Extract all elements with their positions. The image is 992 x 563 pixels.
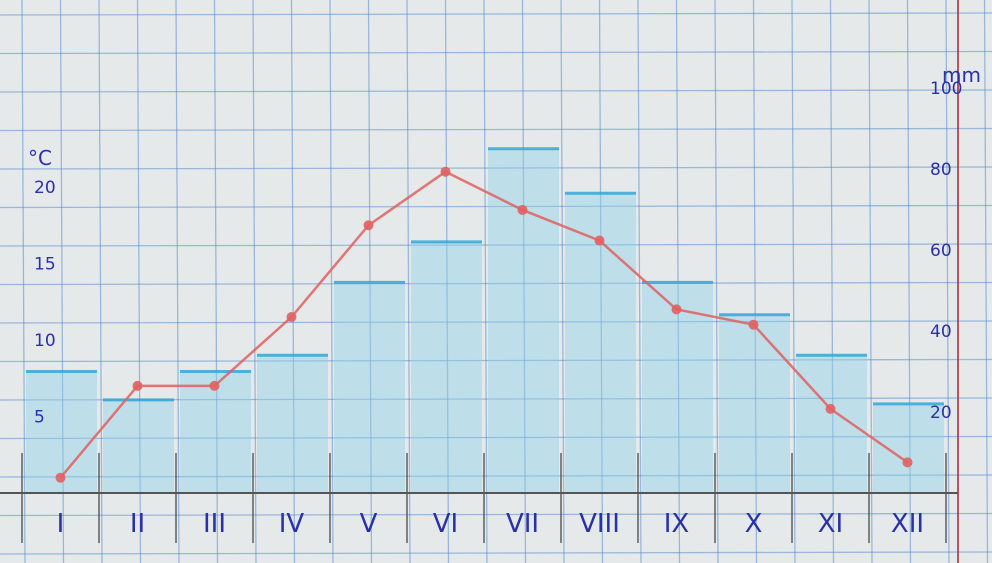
grid-line-horizontal (0, 474, 992, 478)
grid-line-horizontal (0, 89, 992, 93)
grid-line-horizontal (0, 281, 992, 286)
month-label: I (57, 509, 65, 539)
grid-line-vertical (714, 0, 719, 563)
month-label: VI (433, 509, 458, 539)
temperature-point (209, 380, 220, 391)
grid-line-horizontal (0, 435, 992, 440)
grid-line-vertical (175, 0, 180, 563)
right-axis-tick-label: 20 (930, 403, 952, 423)
right-axis-tick-label: 80 (930, 160, 952, 180)
grid-line-vertical (406, 0, 411, 563)
precipitation-bar (642, 282, 713, 493)
left-axis-tick-label: 20 (34, 178, 56, 198)
grid-line-vertical (59, 0, 65, 563)
grid-line-vertical (637, 0, 642, 563)
grid-line-horizontal (0, 166, 992, 170)
grid-line-vertical (136, 0, 142, 563)
grid-line-horizontal (0, 512, 992, 517)
grid-line-vertical (945, 0, 950, 563)
month-label: IX (664, 509, 689, 539)
left-axis-tick-label: 10 (34, 331, 56, 351)
right-axis-tick-label: 40 (930, 322, 952, 342)
temperature-point (748, 319, 759, 330)
grid-line-vertical (983, 0, 989, 563)
grid-line-vertical (868, 0, 873, 563)
month-label: XII (891, 509, 924, 539)
left-axis-tick-label: 15 (34, 255, 56, 275)
month-label: II (130, 509, 145, 539)
month-label: III (203, 509, 226, 539)
temperature-point (440, 166, 451, 177)
grid-line-vertical (290, 0, 296, 563)
temperature-point (286, 312, 297, 323)
grid-line-vertical (483, 0, 488, 563)
right-axis: mm 20 40 60 80 100 (930, 63, 981, 423)
precipitation-bar (334, 282, 405, 493)
precipitation-bar (719, 314, 790, 493)
grid-line-horizontal (0, 127, 992, 132)
precipitation-bar (103, 399, 174, 493)
grid-line-vertical (98, 0, 103, 563)
temperature-polyline (59, 170, 909, 479)
grid-line-vertical (252, 0, 257, 563)
grid-line-vertical (521, 0, 527, 563)
grid-line-horizontal (0, 358, 992, 363)
left-axis-unit: °C (28, 146, 52, 170)
precipitation-bar (411, 241, 482, 493)
grid-line-vertical (906, 0, 912, 563)
temperature-point (55, 472, 66, 483)
grid-line-horizontal (0, 320, 992, 324)
month-label: VII (506, 509, 539, 539)
grid-line-horizontal (0, 12, 992, 16)
x-axis: I II III IV V VI VII VIII IX X XI XII (57, 509, 924, 539)
right-axis-tick-label: 100 (930, 79, 962, 99)
temperature-line (55, 166, 913, 483)
grid-line-vertical (598, 0, 604, 563)
grid-line-vertical (791, 0, 796, 563)
precipitation-bar (26, 371, 97, 493)
left-axis: °C 5 10 15 20 (28, 146, 56, 428)
grid-line-vertical (329, 0, 334, 563)
precipitation-bar (180, 371, 251, 493)
grid-line-vertical (444, 0, 450, 563)
grid-line-horizontal (0, 551, 992, 555)
grid-line-vertical (213, 0, 219, 563)
temperature-point (363, 220, 374, 231)
month-label: XI (818, 509, 843, 539)
temperature-point (825, 403, 836, 414)
grid-line-vertical (752, 0, 758, 563)
month-label: X (745, 509, 763, 539)
month-label: V (360, 509, 378, 539)
temperature-point (594, 235, 605, 246)
precipitation-bar (257, 355, 328, 493)
precipitation-bar (488, 148, 559, 493)
grid-line-vertical (21, 0, 26, 563)
month-label: IV (279, 509, 305, 539)
right-axis-tick-label: 60 (930, 241, 952, 261)
precipitation-bar (796, 355, 867, 493)
temperature-point (671, 304, 682, 315)
left-axis-tick-label: 5 (34, 408, 45, 428)
grid-line-horizontal (0, 243, 992, 247)
temperature-point (517, 204, 528, 215)
temperature-point (902, 457, 913, 468)
grid-line-vertical (829, 0, 835, 563)
precipitation-bar (873, 403, 944, 493)
grid-line-vertical (560, 0, 565, 563)
right-axis-unit: mm (942, 63, 981, 87)
grid-line-horizontal (0, 204, 992, 209)
temperature-point (132, 380, 143, 391)
grid-line-horizontal (0, 50, 992, 55)
month-label: VIII (579, 509, 620, 539)
